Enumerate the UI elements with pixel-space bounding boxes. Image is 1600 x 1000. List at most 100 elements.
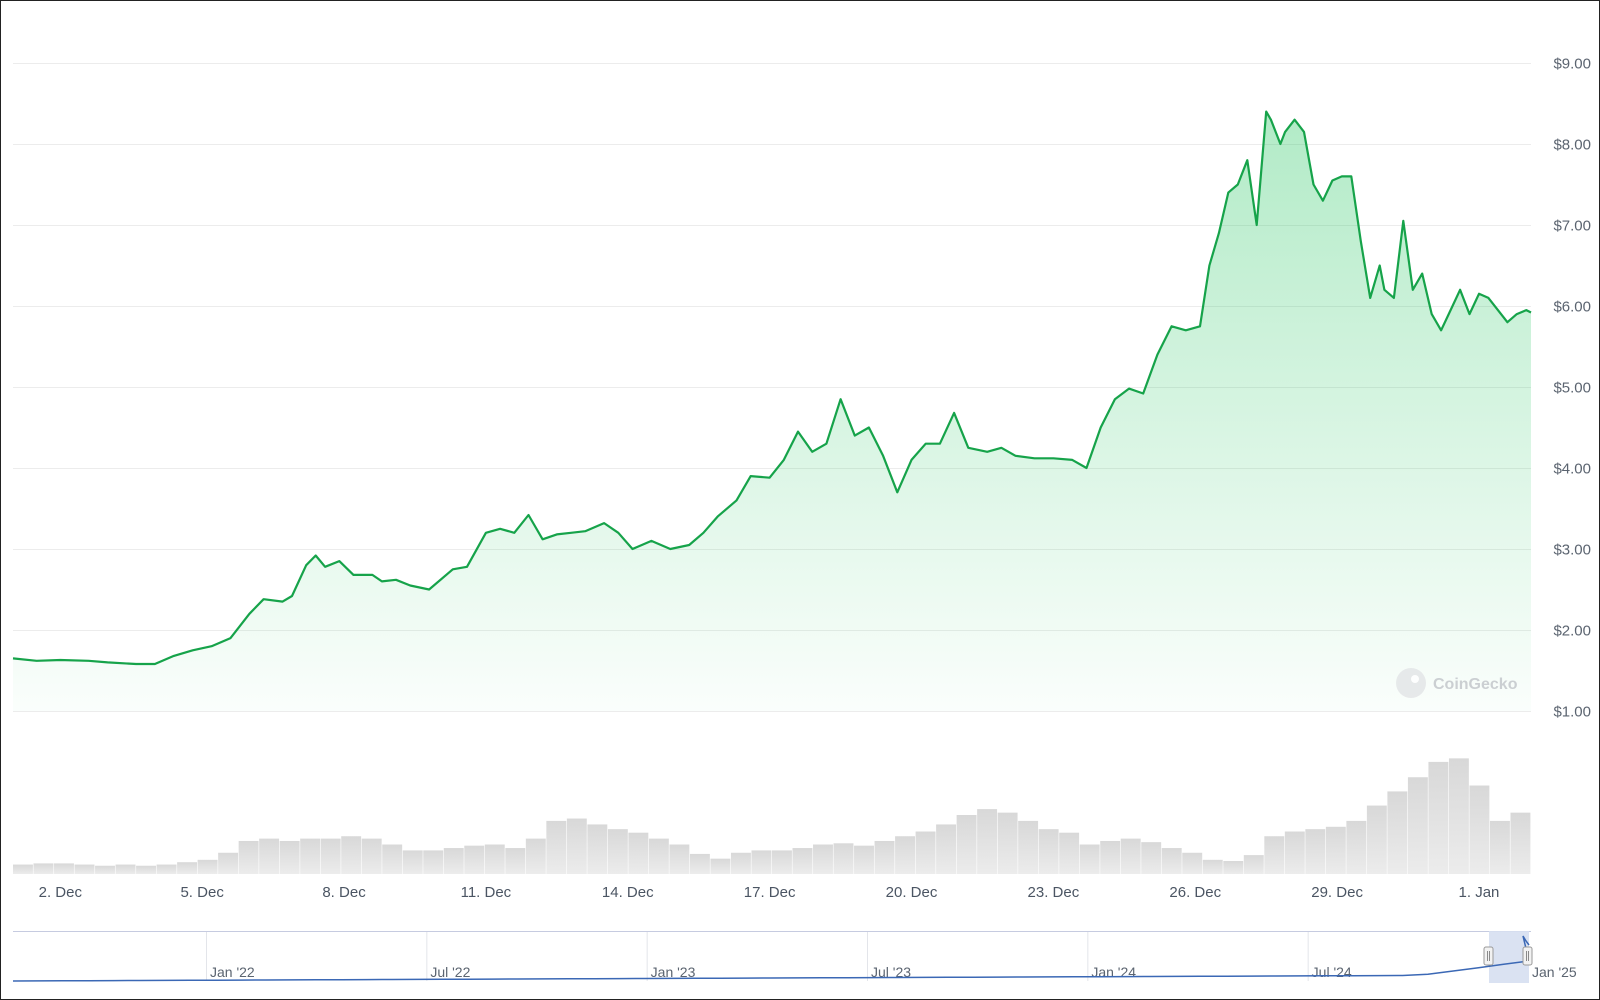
x-tick-label: 5. Dec bbox=[180, 884, 224, 901]
x-tick-label: 17. Dec bbox=[744, 884, 796, 901]
volume-bar bbox=[854, 845, 874, 874]
volume-bar bbox=[956, 815, 977, 874]
volume-bar bbox=[136, 865, 156, 874]
volume-bar bbox=[54, 863, 74, 874]
volume-bar bbox=[710, 858, 731, 874]
volume-bar bbox=[177, 862, 198, 874]
x-tick-label: 11. Dec bbox=[461, 884, 512, 901]
volume-bar bbox=[259, 838, 280, 874]
volume-bar bbox=[669, 844, 690, 874]
volume-bar bbox=[1120, 838, 1141, 874]
watermark-text: CoinGecko bbox=[1433, 676, 1518, 693]
volume-bar bbox=[833, 843, 854, 874]
volume-bar bbox=[1407, 777, 1428, 874]
volume-bar bbox=[1366, 805, 1387, 874]
volume-bar bbox=[689, 853, 710, 874]
navigator-selection[interactable] bbox=[1489, 931, 1529, 983]
volume-bar bbox=[156, 864, 177, 874]
navigator-label: Jan '23 bbox=[651, 964, 696, 980]
volume-bar bbox=[1346, 820, 1367, 874]
x-tick-label: 2. Dec bbox=[39, 884, 83, 901]
price-area bbox=[13, 111, 1531, 712]
volume-bar bbox=[238, 840, 259, 874]
volume-bar bbox=[341, 836, 362, 874]
volume-bar bbox=[895, 836, 915, 874]
navigator-label: Jul '23 bbox=[871, 964, 911, 980]
volume-bar bbox=[915, 831, 936, 874]
navigator[interactable]: Jan '22 Jul '22 Jan '23 Jul '23 Jan '24 Jul '… bbox=[12, 931, 1577, 983]
navigator-label: Jan '24 bbox=[1091, 964, 1136, 980]
price-area-fill bbox=[13, 111, 1531, 712]
volume-bar bbox=[1038, 829, 1059, 874]
y-tick-label: $1.00 bbox=[1553, 704, 1591, 721]
volume-bar bbox=[1243, 855, 1264, 874]
navigator-right-handle[interactable] bbox=[1522, 946, 1533, 966]
volume-bar bbox=[218, 852, 239, 874]
navigator-label: Jul '24 bbox=[1312, 964, 1352, 980]
volume-bar bbox=[1223, 861, 1244, 874]
x-tick-label: 8. Dec bbox=[322, 884, 366, 901]
volume-bar bbox=[1264, 836, 1285, 874]
volume-bar bbox=[197, 859, 218, 874]
navigator-series-line bbox=[12, 935, 1530, 982]
x-tick-label: 20. Dec bbox=[886, 884, 938, 901]
volume-bar bbox=[1018, 820, 1039, 874]
volume-bar bbox=[1325, 826, 1346, 874]
volume-bar bbox=[648, 838, 669, 874]
x-tick-label: 29. Dec bbox=[1311, 884, 1363, 901]
navigator-label: Jan '22 bbox=[210, 964, 255, 980]
volume-bar bbox=[382, 844, 403, 874]
volume-bar bbox=[730, 852, 751, 874]
volume-bar bbox=[33, 863, 54, 874]
volume-bar bbox=[607, 829, 628, 874]
volume-bar bbox=[1202, 859, 1223, 874]
volume-bar bbox=[74, 864, 95, 874]
volume-bar bbox=[874, 840, 895, 874]
volume-bar bbox=[1305, 829, 1326, 874]
x-tick-label: 1. Jan bbox=[1459, 884, 1500, 901]
volume-bar bbox=[1469, 785, 1490, 874]
volume-bar bbox=[95, 865, 115, 874]
volume-bar bbox=[1510, 812, 1531, 874]
y-tick-label: $5.00 bbox=[1553, 380, 1591, 397]
navigator-label: Jan '25 bbox=[1532, 964, 1577, 980]
volume-bar bbox=[1059, 832, 1080, 874]
coingecko-logo-icon bbox=[1396, 668, 1426, 698]
navigator-left-handle[interactable] bbox=[1483, 946, 1494, 966]
volume-bar bbox=[279, 840, 300, 874]
volume-bar bbox=[300, 838, 321, 874]
y-tick-label: $7.00 bbox=[1553, 218, 1591, 235]
y-tick-label: $2.00 bbox=[1553, 623, 1591, 640]
navigator-label: Jul '22 bbox=[430, 964, 470, 980]
volume-bar bbox=[1387, 791, 1408, 874]
y-tick-label: $8.00 bbox=[1553, 137, 1591, 154]
x-tick-label: 23. Dec bbox=[1028, 884, 1080, 901]
volume-bar bbox=[751, 850, 772, 874]
volume-bar bbox=[13, 864, 33, 874]
x-tick-label: 14. Dec bbox=[602, 884, 654, 901]
volume-bar bbox=[525, 838, 546, 874]
volume-bar bbox=[1161, 848, 1182, 874]
volume-bar bbox=[997, 812, 1018, 874]
volume-bar bbox=[1182, 852, 1203, 874]
volume-bar bbox=[505, 848, 526, 874]
y-tick-label: $9.00 bbox=[1553, 56, 1591, 73]
volume-bar bbox=[423, 850, 444, 874]
volume-bar bbox=[1079, 844, 1100, 874]
volume-bars bbox=[13, 758, 1531, 874]
volume-bar bbox=[464, 845, 485, 874]
volume-bar bbox=[1284, 831, 1305, 874]
coingecko-logo-eye bbox=[1411, 675, 1419, 683]
volume-bar bbox=[1100, 840, 1121, 874]
y-grid bbox=[13, 63, 1531, 712]
navigator-labels: Jan '22 Jul '22 Jan '23 Jul '23 Jan '24 Jul '… bbox=[210, 964, 1577, 980]
y-tick-label: $3.00 bbox=[1553, 542, 1591, 559]
volume-bar bbox=[566, 818, 587, 874]
volume-bar bbox=[792, 848, 813, 874]
volume-bar bbox=[1448, 758, 1469, 874]
volume-bar bbox=[587, 824, 608, 874]
volume-bar bbox=[115, 864, 136, 874]
navigator-separators bbox=[206, 932, 1309, 981]
y-axis: $9.00 $8.00 $7.00 $6.00 $5.00 $4.00 $3.00 $2.00… bbox=[1553, 56, 1591, 721]
